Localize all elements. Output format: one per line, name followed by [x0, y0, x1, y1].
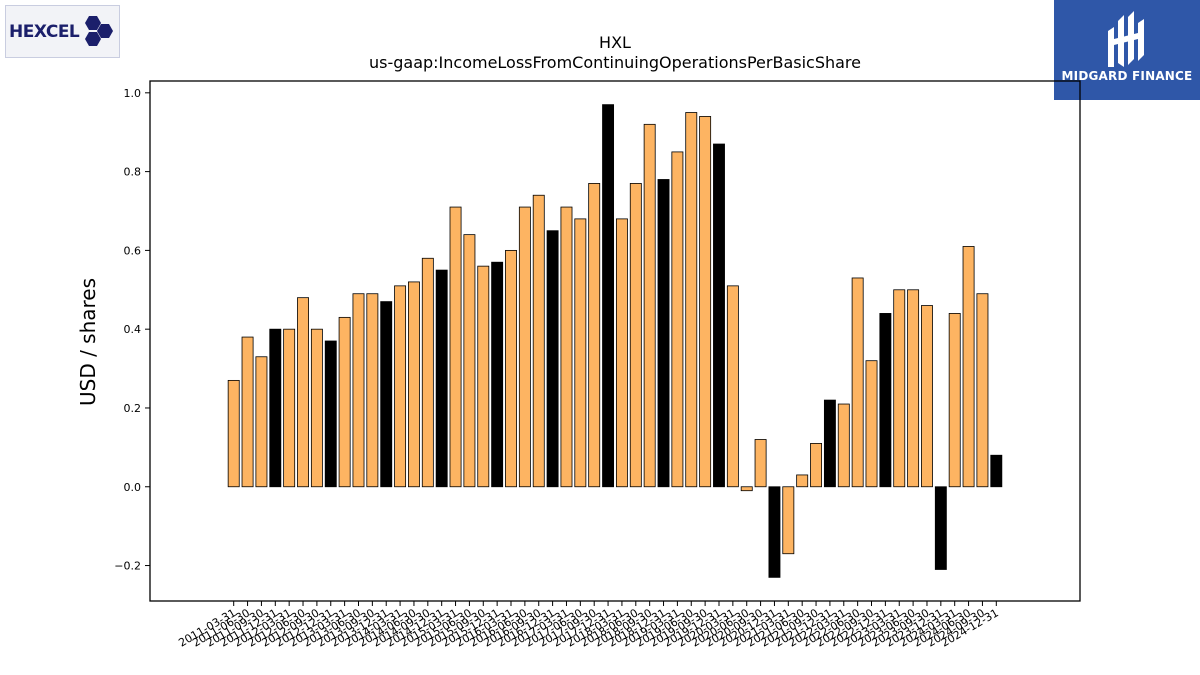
bar-2016-09-30: [532, 194, 545, 488]
bar-2013-06-30: [352, 293, 365, 488]
y-tick-label: 0.6: [124, 244, 142, 257]
bar-2021-06-30: [796, 474, 809, 488]
y-tick-label: 0.2: [124, 402, 142, 415]
bar-2017-12-31: [602, 104, 615, 488]
bar-2013-03-31: [338, 316, 351, 488]
bar-2023-06-30: [907, 289, 920, 488]
y-axis-label: USD / shares: [76, 278, 100, 406]
plot-frame: [149, 80, 1081, 602]
hexagon-cluster-icon: [85, 16, 113, 46]
bar-2018-03-31: [615, 218, 628, 488]
midgard-finance-logo: MIDGARD FINANCE: [1054, 0, 1200, 100]
y-tick-label: 0.8: [124, 166, 142, 179]
bar-2024-12-31: [990, 454, 1003, 488]
bar-2022-03-31: [837, 403, 850, 488]
bar-2019-03-31: [671, 151, 684, 488]
ticks-group: −0.20.00.20.40.60.81.02011-03-312011-06-…: [114, 87, 1001, 650]
bar-2015-12-31: [491, 261, 504, 488]
bar-2014-03-31: [394, 285, 407, 488]
hexcel-logo: HEXCEL: [5, 5, 120, 58]
bar-2013-09-30: [366, 293, 379, 488]
chart-subtitle: us-gaap:IncomeLossFromContinuingOperatio…: [369, 53, 861, 72]
bar-2013-12-31: [380, 301, 393, 488]
bar-2012-09-30: [310, 328, 323, 488]
y-tick-label: −0.2: [114, 560, 141, 573]
y-tick-label: 1.0: [124, 87, 142, 100]
bar-2014-12-31: [435, 269, 448, 488]
bar-2021-03-31: [782, 486, 795, 555]
bar-2011-06-30: [241, 336, 254, 488]
bar-2019-12-31: [713, 143, 725, 488]
bar-2023-03-31: [893, 289, 906, 488]
bar-2016-06-30: [518, 206, 531, 488]
chart-title: HXL: [599, 33, 631, 52]
bar-2024-06-30: [962, 246, 975, 488]
bar-2020-03-31: [726, 285, 739, 488]
bar-2021-09-30: [810, 443, 822, 488]
bar-2012-06-30: [297, 297, 309, 488]
bar-2017-06-30: [574, 218, 587, 488]
bar-2019-09-30: [699, 116, 712, 488]
y-tick-label: 0.4: [124, 323, 142, 336]
bar-2017-09-30: [588, 183, 601, 488]
bar-2018-09-30: [643, 123, 656, 488]
bar-2024-09-30: [976, 293, 989, 488]
midgard-mark-icon: [1108, 11, 1144, 67]
bar-2019-06-30: [685, 112, 698, 488]
bar-2020-12-31: [768, 486, 781, 578]
bar-2011-03-31: [227, 379, 240, 488]
bar-2023-09-30: [921, 305, 933, 488]
bar-2014-09-30: [421, 257, 434, 488]
bar-2015-03-31: [449, 206, 462, 488]
bar-2012-12-31: [324, 340, 337, 488]
bar-2011-09-30: [255, 356, 268, 488]
bar-2015-06-30: [463, 234, 476, 488]
bar-2022-06-30: [851, 277, 864, 488]
bar-2022-12-31: [879, 313, 892, 488]
bar-2015-09-30: [477, 265, 490, 488]
bar-2012-03-31: [283, 328, 296, 488]
bars-group: [227, 104, 1003, 578]
bar-2024-03-31: [948, 313, 961, 488]
bar-2016-03-31: [505, 249, 517, 488]
bar-2020-09-30: [754, 439, 767, 488]
bar-2020-06-30: [740, 486, 753, 492]
bar-2023-12-31: [934, 486, 947, 570]
bar-2021-12-31: [823, 399, 836, 488]
bar-2018-06-30: [629, 183, 642, 488]
midgard-logo-text: MIDGARD FINANCE: [1061, 69, 1193, 83]
bar-2017-03-31: [560, 206, 573, 488]
y-tick-label: 0.0: [124, 481, 142, 494]
hexcel-logo-text: HEXCEL: [9, 22, 80, 42]
bar-2014-06-30: [408, 281, 420, 488]
bar-2018-12-31: [657, 179, 670, 488]
bar-2011-12-31: [269, 328, 282, 488]
bar-2016-12-31: [546, 230, 559, 488]
bar-2022-09-30: [865, 360, 878, 488]
